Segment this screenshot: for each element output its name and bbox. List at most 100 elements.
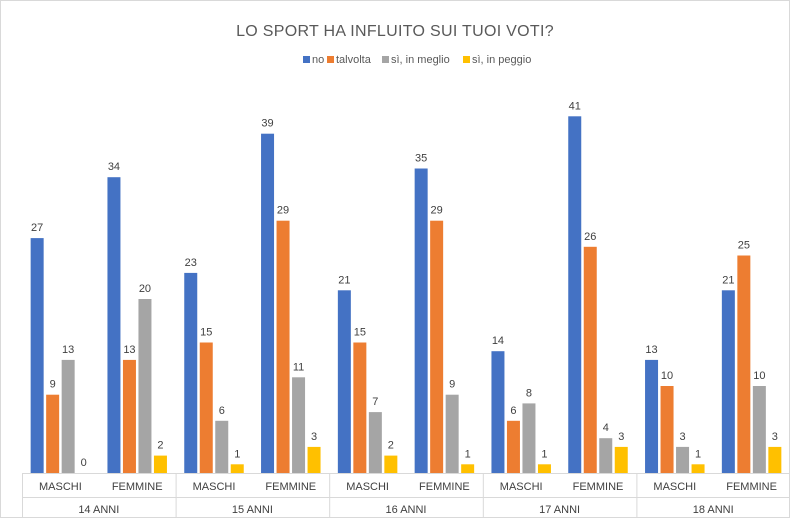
bar-talvolta-8	[583, 246, 597, 473]
category-label-6: FEMMINE	[419, 481, 470, 493]
legend-label-si-in-peggio: sì, in peggio	[472, 54, 531, 66]
bar-si-in-meglio-3	[215, 420, 229, 473]
bar-si-in-peggio-8	[614, 446, 628, 473]
data-label-si-in-meglio-2: 20	[139, 283, 151, 295]
bar-no-3	[184, 272, 198, 473]
bar-si-in-peggio-10	[768, 446, 782, 473]
data-label-si-in-meglio-3: 6	[219, 405, 225, 417]
bar-no-8	[568, 116, 582, 474]
data-labels-layer: 2791303413202231561392911321157235299114…	[31, 100, 778, 469]
data-label-si-in-peggio-2: 2	[157, 440, 163, 452]
bar-talvolta-3	[199, 342, 213, 473]
bar-no-7	[491, 351, 505, 473]
bar-no-9	[645, 359, 659, 473]
group-label-17-anni: 17 ANNI	[539, 504, 580, 516]
legend-swatch-si-in-peggio	[463, 56, 470, 63]
bar-si-in-meglio-7	[522, 403, 536, 473]
bar-si-in-meglio-6	[445, 394, 459, 473]
category-axis: MASCHI FEMMINE MASCHI FEMMINE MASCHI FEMMINE M…	[22, 473, 790, 518]
legend-swatch-talvolta	[327, 56, 334, 63]
bar-talvolta-2	[122, 359, 136, 473]
data-label-no-6: 35	[415, 153, 427, 165]
bar-si-in-peggio-6	[461, 464, 475, 473]
bar-talvolta-9	[660, 386, 674, 473]
category-label-5: MASCHI	[346, 481, 389, 493]
bar-si-in-meglio-1	[61, 359, 75, 473]
data-label-no-1: 27	[31, 222, 43, 234]
data-label-talvolta-4: 29	[277, 205, 289, 217]
bar-si-in-meglio-2	[138, 299, 152, 473]
category-label-1: MASCHI	[39, 481, 82, 493]
group-label-15-anni: 15 ANNI	[232, 504, 273, 516]
group-label-16-anni: 16 ANNI	[386, 504, 427, 516]
group-label-14-anni: 14 ANNI	[78, 504, 119, 516]
data-label-talvolta-1: 9	[50, 379, 56, 391]
bar-no-1	[30, 238, 44, 473]
data-label-talvolta-7: 6	[510, 405, 516, 417]
category-label-2: FEMMINE	[112, 481, 163, 493]
legend: no talvolta sì, in meglio sì, in peggio	[303, 54, 531, 66]
data-label-talvolta-9: 10	[661, 370, 673, 382]
bar-talvolta-1	[46, 394, 60, 473]
category-label-9: MASCHI	[653, 481, 696, 493]
category-label-4: FEMMINE	[265, 481, 316, 493]
data-label-si-in-peggio-6: 1	[465, 448, 471, 460]
bar-no-4	[261, 133, 275, 473]
data-label-no-5: 21	[338, 274, 350, 286]
bar-si-in-peggio-3	[230, 464, 244, 473]
bar-si-in-peggio-9	[691, 464, 705, 473]
data-label-si-in-meglio-1: 13	[62, 344, 74, 356]
data-label-no-10: 21	[722, 274, 734, 286]
data-label-si-in-peggio-3: 1	[234, 448, 240, 460]
bar-si-in-meglio-8	[599, 438, 613, 473]
legend-swatch-si-in-meglio	[382, 56, 389, 63]
data-label-no-2: 34	[108, 161, 120, 173]
data-label-talvolta-5: 15	[354, 327, 366, 339]
data-label-no-8: 41	[569, 100, 581, 112]
data-label-no-3: 23	[185, 257, 197, 269]
legend-label-no: no	[312, 54, 324, 66]
bar-si-in-peggio-5	[384, 455, 398, 473]
data-label-si-in-meglio-6: 9	[449, 379, 455, 391]
data-label-talvolta-6: 29	[431, 205, 443, 217]
bar-talvolta-6	[430, 220, 444, 473]
bar-talvolta-5	[353, 342, 367, 473]
bar-si-in-peggio-4	[307, 446, 321, 473]
bars-layer	[30, 116, 782, 474]
data-label-no-9: 13	[645, 344, 657, 356]
bar-si-in-meglio-10	[752, 386, 766, 473]
bar-no-10	[721, 290, 735, 473]
data-label-si-in-peggio-10: 3	[772, 431, 778, 443]
bar-no-2	[107, 177, 121, 473]
group-label-18-anni: 18 ANNI	[693, 504, 734, 516]
data-label-si-in-peggio-8: 3	[618, 431, 624, 443]
data-label-si-in-peggio-1: 0	[81, 457, 87, 469]
data-label-si-in-meglio-4: 11	[293, 361, 304, 373]
data-label-si-in-peggio-9: 1	[695, 448, 701, 460]
category-label-10: FEMMINE	[726, 481, 777, 493]
data-label-si-in-meglio-7: 8	[526, 387, 532, 399]
bar-no-6	[414, 168, 428, 473]
data-label-talvolta-3: 15	[200, 327, 212, 339]
bar-si-in-meglio-5	[368, 412, 382, 473]
bar-talvolta-10	[737, 255, 751, 473]
bar-talvolta-4	[276, 220, 290, 473]
category-label-7: MASCHI	[500, 481, 543, 493]
data-label-no-4: 39	[261, 118, 273, 130]
bar-si-in-peggio-2	[153, 455, 167, 473]
legend-label-talvolta: talvolta	[336, 54, 372, 66]
data-label-si-in-meglio-8: 4	[603, 422, 609, 434]
bar-si-in-meglio-9	[676, 446, 690, 473]
data-label-si-in-meglio-10: 10	[753, 370, 765, 382]
legend-label-si-in-meglio: sì, in meglio	[391, 54, 450, 66]
bar-si-in-peggio-7	[537, 464, 551, 473]
bar-no-5	[337, 290, 351, 473]
legend-swatch-no	[303, 56, 310, 63]
data-label-si-in-peggio-4: 3	[311, 431, 317, 443]
data-label-si-in-peggio-5: 2	[388, 440, 394, 452]
data-label-si-in-peggio-7: 1	[541, 448, 547, 460]
data-label-si-in-meglio-9: 3	[679, 431, 685, 443]
data-label-talvolta-2: 13	[123, 344, 135, 356]
data-label-talvolta-8: 26	[584, 231, 596, 243]
